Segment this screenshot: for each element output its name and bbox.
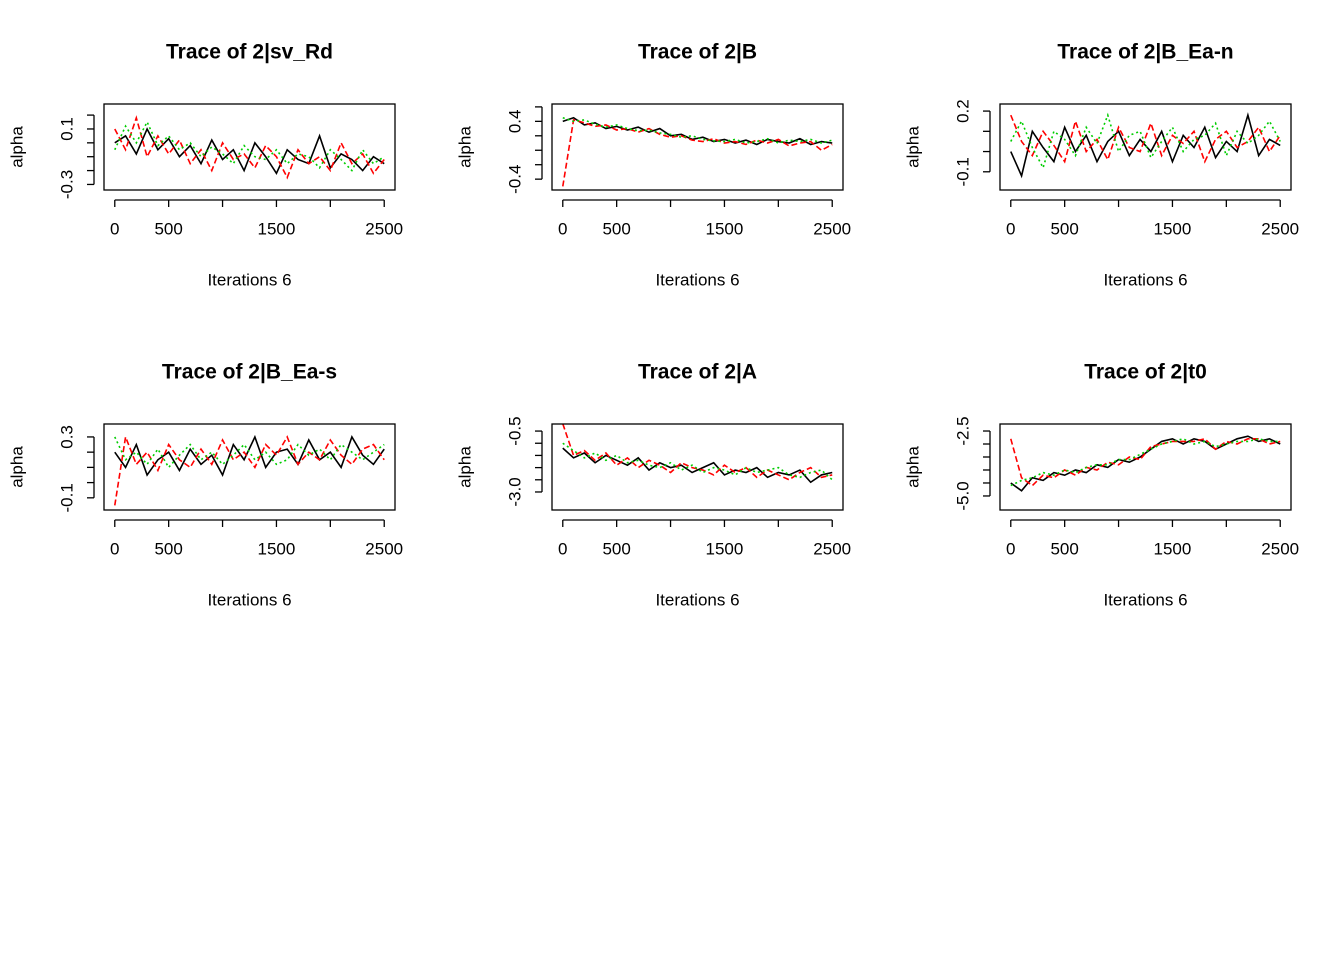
x-tick-label: 0 xyxy=(558,539,567,558)
trace-line xyxy=(562,424,833,481)
trace-line xyxy=(114,127,385,176)
x-tick-label: 0 xyxy=(1006,219,1015,238)
y-tick-label: 0.3 xyxy=(57,425,76,449)
x-tick-label: 2500 xyxy=(813,219,851,238)
x-axis-label: Iterations 6 xyxy=(1103,590,1187,609)
y-tick-label: -0.3 xyxy=(57,170,76,199)
x-tick-label: 500 xyxy=(154,219,182,238)
plot-area xyxy=(562,424,833,484)
plot-box xyxy=(551,423,844,511)
panel: Trace of 2|B_Ea-s Iterations 6 alpha 0 500 15… xyxy=(7,361,403,610)
x-tick-label: 500 xyxy=(1050,539,1078,558)
x-tick-label: 1500 xyxy=(706,539,744,558)
y-tick-label: -0.1 xyxy=(57,483,76,512)
x-axis-label: Iterations 6 xyxy=(655,270,739,289)
trace-line xyxy=(1010,114,1281,164)
trace-line xyxy=(1010,435,1281,492)
trace-line xyxy=(114,436,385,469)
x-tick-label: 0 xyxy=(1006,539,1015,558)
y-axis-label: alpha xyxy=(7,446,26,488)
x-tick-label: 2500 xyxy=(1261,219,1299,238)
panel: Trace of 2|t0 Iterations 6 alpha 0 500 1500 25… xyxy=(903,361,1299,610)
plot-box xyxy=(999,103,1292,191)
y-tick-label: 0.4 xyxy=(505,110,524,134)
x-tick-label: 0 xyxy=(558,219,567,238)
y-tick-label: -0.4 xyxy=(505,165,524,194)
chart-title: Trace of 2|B xyxy=(638,41,757,64)
plot-area xyxy=(113,433,385,506)
trace-line xyxy=(562,116,833,144)
y-tick-label: 0.2 xyxy=(953,99,972,123)
x-tick-label: 500 xyxy=(602,219,630,238)
plot-area xyxy=(561,116,833,187)
trace-line xyxy=(113,433,385,506)
y-axis-label: alpha xyxy=(455,446,474,488)
x-tick-label: 500 xyxy=(154,539,182,558)
x-tick-label: 0 xyxy=(110,539,119,558)
y-tick-label: -3.0 xyxy=(505,477,524,506)
y-axis-label: alpha xyxy=(903,446,922,488)
y-axis-label: alpha xyxy=(7,126,26,168)
x-axis-label: Iterations 6 xyxy=(207,270,291,289)
x-tick-label: 2500 xyxy=(813,539,851,558)
x-tick-label: 500 xyxy=(1050,219,1078,238)
panel: Trace of 2|A Iterations 6 alpha 0 500 1500 250… xyxy=(455,361,851,610)
x-axis-label: Iterations 6 xyxy=(655,590,739,609)
plot-box xyxy=(551,103,844,191)
y-axis-label: alpha xyxy=(903,126,922,168)
x-tick-label: 1500 xyxy=(1154,539,1192,558)
trace-line xyxy=(114,434,385,477)
plot-area xyxy=(1010,435,1281,492)
x-tick-label: 1500 xyxy=(1154,219,1192,238)
trace-line xyxy=(1010,112,1281,170)
panel: Trace of 2|sv_Rd Iterations 6 alpha 0 500 150… xyxy=(7,41,403,290)
trace-line xyxy=(1010,437,1281,487)
plot-box xyxy=(103,103,396,191)
trace-line xyxy=(562,116,833,146)
x-tick-label: 1500 xyxy=(706,219,744,238)
x-tick-label: 2500 xyxy=(1261,539,1299,558)
chart-title: Trace of 2|A xyxy=(638,361,757,384)
panel: Trace of 2|B_Ea-n Iterations 6 alpha 0 500 15… xyxy=(903,41,1299,290)
x-axis-label: Iterations 6 xyxy=(207,590,291,609)
x-tick-label: 1500 xyxy=(258,539,296,558)
trace-line xyxy=(1010,437,1281,487)
x-tick-label: 1500 xyxy=(258,219,296,238)
x-tick-label: 500 xyxy=(602,539,630,558)
chart-title: Trace of 2|B_Ea-s xyxy=(162,361,337,384)
chart-title: Trace of 2|B_Ea-n xyxy=(1057,41,1233,64)
panel: Trace of 2|B Iterations 6 alpha 0 500 1500 250… xyxy=(455,41,851,290)
y-tick-label: -2.5 xyxy=(953,416,972,445)
plot-box xyxy=(103,423,396,511)
x-tick-label: 0 xyxy=(110,219,119,238)
y-tick-label: -0.5 xyxy=(505,416,524,445)
trace-line xyxy=(562,442,833,481)
plot-area xyxy=(114,115,385,180)
plot-box xyxy=(999,423,1292,511)
trace-line xyxy=(561,118,833,187)
x-tick-label: 2500 xyxy=(365,539,403,558)
trace-line xyxy=(114,115,385,180)
chart-title: Trace of 2|t0 xyxy=(1084,361,1207,384)
y-axis-label: alpha xyxy=(455,126,474,168)
plot-area xyxy=(1010,112,1281,179)
x-tick-label: 2500 xyxy=(365,219,403,238)
y-tick-label: -5.0 xyxy=(953,481,972,510)
x-axis-label: Iterations 6 xyxy=(1103,270,1187,289)
y-tick-label: -0.1 xyxy=(953,157,972,186)
trace-line xyxy=(562,447,833,484)
y-tick-label: 0.1 xyxy=(57,117,76,141)
trace-line xyxy=(1010,112,1281,179)
chart-title: Trace of 2|sv_Rd xyxy=(166,41,333,64)
